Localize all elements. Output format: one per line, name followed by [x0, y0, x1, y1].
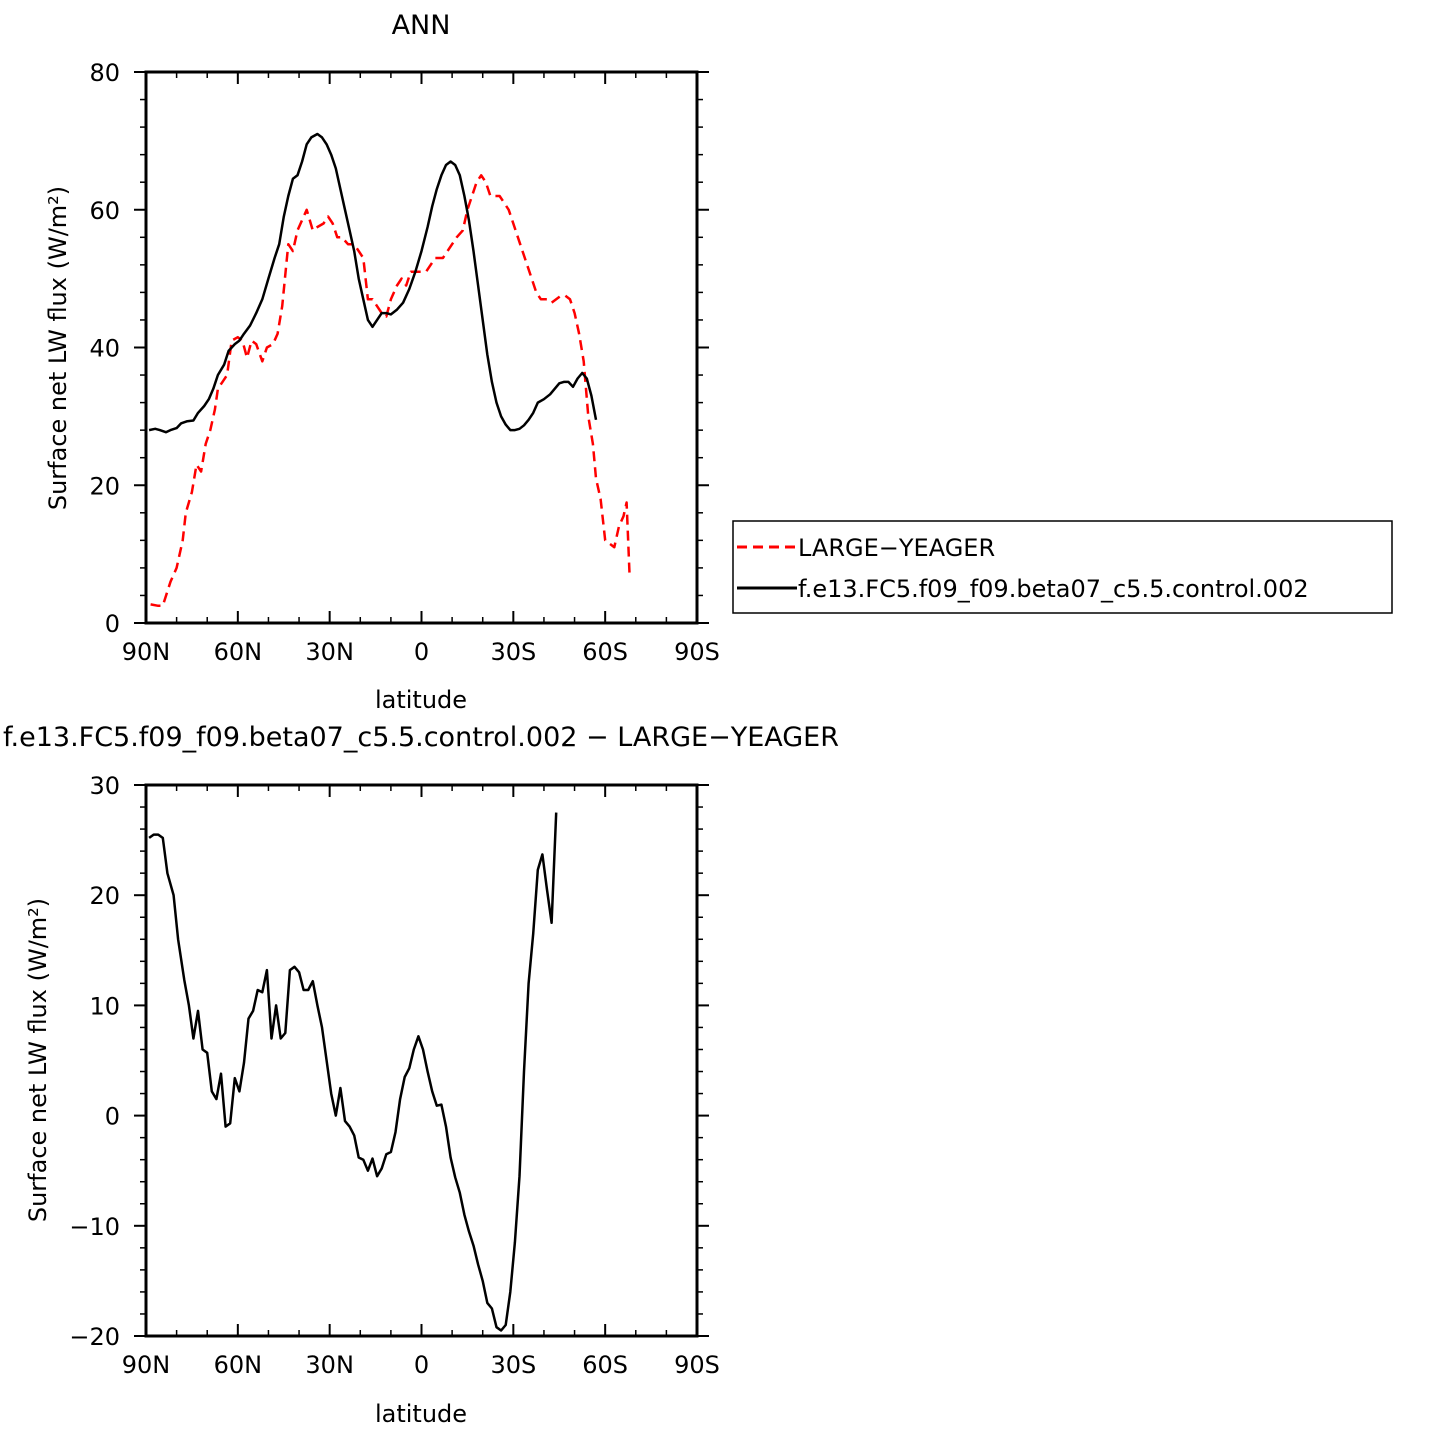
- y-tick-label: 60: [89, 197, 120, 225]
- x-tick-label: 60N: [214, 638, 263, 666]
- tick-layer: 90N 60N 30N 0 30S 60S 90S 0 20 40 60 80: [89, 59, 719, 666]
- x-tick-label: 90S: [674, 1351, 720, 1379]
- y-tick-label: −10: [69, 1213, 120, 1241]
- chart-panel-difference: f.e13.FC5.f09_f09.beta07_c5.5.control.00…: [3, 722, 839, 1428]
- x-tick-label: 0: [414, 638, 429, 666]
- y-tick-label: 20: [89, 882, 120, 910]
- legend: LARGE−YEAGER f.e13.FC5.f09_f09.beta07_c5…: [732, 520, 1393, 614]
- x-tick-label: 60N: [214, 1351, 263, 1379]
- y-axis-label: Surface net LW flux (W/m²): [24, 898, 52, 1222]
- chart-title: ANN: [392, 10, 451, 41]
- x-tick-label: 30N: [305, 1351, 354, 1379]
- x-tick-label: 0: [414, 1351, 429, 1379]
- y-tick-label: 0: [105, 1103, 120, 1131]
- y-axis-label: Surface net LW flux (W/m²): [44, 186, 72, 510]
- y-tick-label: −20: [69, 1323, 120, 1351]
- y-tick-label: 30: [89, 772, 120, 800]
- plot-frame: [144, 783, 699, 1338]
- legend-label-control: f.e13.FC5.f09_f09.beta07_c5.5.control.00…: [798, 575, 1309, 603]
- x-tick-label: 60S: [582, 1351, 628, 1379]
- legend-label-large-yeager: LARGE−YEAGER: [798, 534, 995, 562]
- chart-panel-annual: ANN Surface net LW flux (W/m²) latitude …: [44, 10, 720, 714]
- x-axis-label: latitude: [375, 686, 467, 714]
- chart-title: f.e13.FC5.f09_f09.beta07_c5.5.control.00…: [3, 722, 839, 753]
- plot-frame: [144, 70, 699, 625]
- y-tick-label: 40: [89, 335, 120, 363]
- x-tick-label: 90N: [122, 638, 171, 666]
- x-tick-label: 90N: [122, 1351, 171, 1379]
- x-axis-label: latitude: [375, 1400, 467, 1428]
- x-tick-label: 30N: [305, 638, 354, 666]
- series-line-0: [150, 174, 631, 608]
- series-line-1: [148, 132, 598, 434]
- series-layer: [148, 132, 631, 608]
- legend-box: [732, 520, 1393, 614]
- y-tick-label: 0: [105, 610, 120, 638]
- x-tick-label: 30S: [490, 638, 536, 666]
- series-line-0: [148, 812, 558, 1332]
- x-tick-label: 60S: [582, 638, 628, 666]
- y-tick-label: 10: [89, 992, 120, 1020]
- y-tick-label: 20: [89, 472, 120, 500]
- x-tick-label: 30S: [490, 1351, 536, 1379]
- x-tick-label: 90S: [674, 638, 720, 666]
- y-tick-label: 80: [89, 59, 120, 87]
- series-layer: [148, 812, 558, 1332]
